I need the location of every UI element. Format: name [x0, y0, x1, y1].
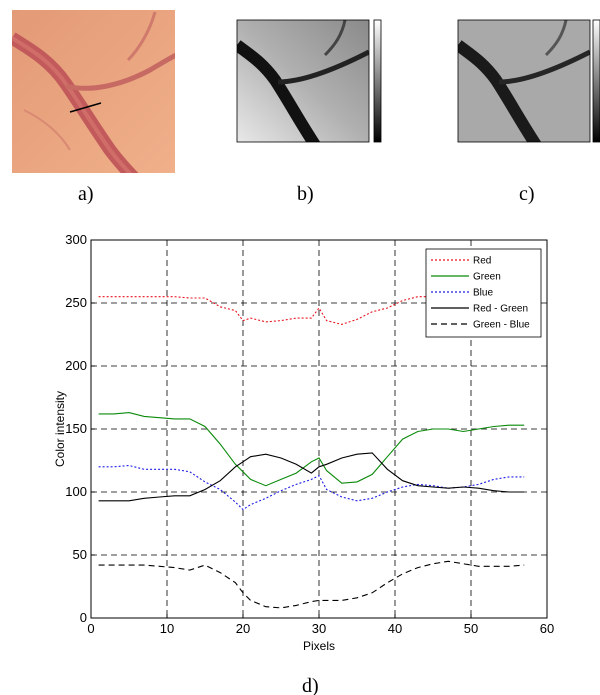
- series-line-blue: [98, 464, 525, 511]
- caption-c: c): [519, 183, 535, 205]
- caption-d: d): [302, 675, 319, 695]
- series-line-red-green: [98, 452, 525, 502]
- x-tick-label: 40: [388, 621, 402, 636]
- x-tick-label: 50: [464, 621, 478, 636]
- y-tick-label: 50: [73, 547, 87, 562]
- legend-label-red: Red: [473, 256, 491, 267]
- series-line-green: [98, 412, 525, 487]
- caption-a: a): [78, 183, 94, 205]
- y-tick-label: 0: [80, 610, 87, 625]
- y-tick-label: 100: [65, 484, 87, 499]
- legend-label-green: Green: [473, 272, 501, 283]
- colorbar-b: [373, 19, 382, 143]
- y-tick-label: 300: [65, 232, 87, 247]
- panel-a-photo: [12, 10, 175, 173]
- legend-box: [425, 248, 542, 338]
- x-ticks: 0 10 20 30 40 50 60: [87, 614, 554, 636]
- caption-b: b): [297, 183, 314, 205]
- legend: Red Green Blue Red - Green Green - Blue: [425, 248, 542, 338]
- x-tick-label: 30: [312, 621, 326, 636]
- profile-line: [69, 102, 102, 113]
- x-tick-label: 20: [236, 621, 250, 636]
- x-axis-label: Pixels: [303, 639, 335, 653]
- y-tick-label: 150: [65, 421, 87, 436]
- x-tick-label: 60: [540, 621, 554, 636]
- grid-lines: [91, 240, 547, 618]
- legend-label-green-blue: Green - Blue: [473, 320, 530, 331]
- y-tick-label: 200: [65, 358, 87, 373]
- series-line-green-blue: [98, 560, 525, 609]
- y-ticks: 0 50 100 150 200 250 300: [65, 232, 95, 625]
- legend-label-blue: Blue: [473, 288, 493, 299]
- x-tick-label: 0: [87, 621, 94, 636]
- x-tick-label: 10: [160, 621, 174, 636]
- colorbar-c: [592, 19, 600, 143]
- y-tick-label: 250: [65, 295, 87, 310]
- panel-b-gray: [236, 19, 382, 143]
- y-axis-label: Color intensity: [53, 391, 67, 467]
- panel-c-gray: [457, 19, 600, 143]
- legend-label-red-green: Red - Green: [473, 304, 528, 315]
